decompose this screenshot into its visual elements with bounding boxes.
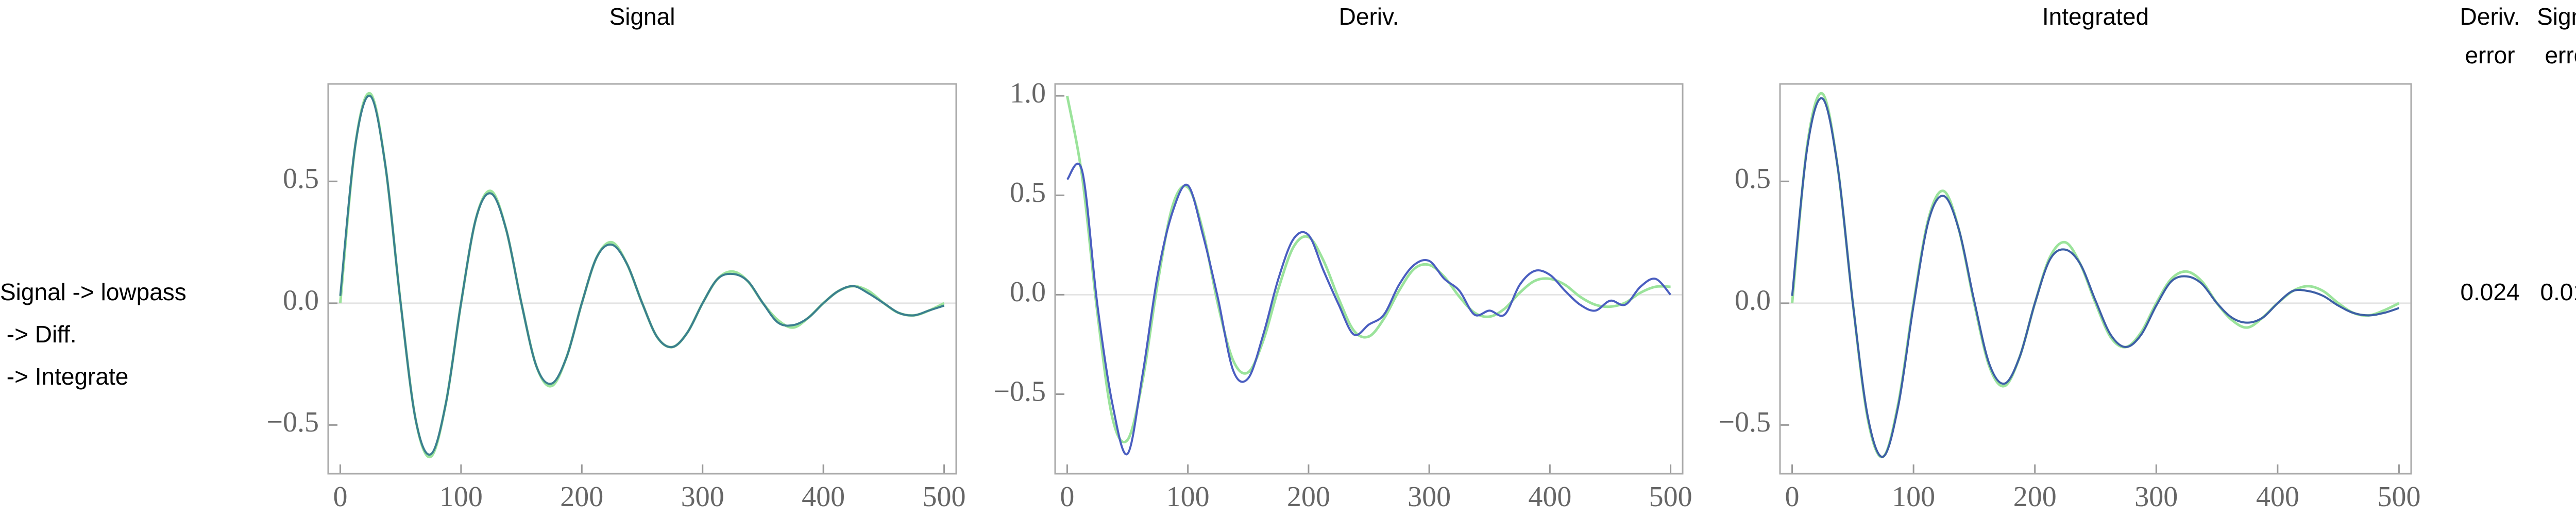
x-tick-label: 0 bbox=[333, 481, 347, 513]
x-tick-label: 100 bbox=[1892, 481, 1935, 513]
column-header: error bbox=[2465, 42, 2515, 68]
error-value: 0.024 bbox=[2460, 279, 2520, 305]
x-tick-label: 500 bbox=[923, 481, 966, 513]
x-tick-label: 300 bbox=[1408, 481, 1451, 513]
column-header: Signal bbox=[2537, 3, 2576, 30]
x-tick-label: 400 bbox=[1528, 481, 1571, 513]
error-value: 0.012 bbox=[2540, 279, 2576, 305]
series-line bbox=[1791, 97, 2400, 458]
chart-title: Signal bbox=[609, 3, 675, 30]
x-tick-label: 100 bbox=[439, 481, 483, 513]
x-tick-label: 500 bbox=[1649, 481, 1692, 513]
plot-frame bbox=[327, 83, 957, 475]
x-tick-label: 300 bbox=[2134, 481, 2178, 513]
x-tick-label: 400 bbox=[802, 481, 845, 513]
y-tick-label: 0.0 bbox=[283, 285, 319, 317]
y-tick-label: 0.0 bbox=[1735, 285, 1771, 317]
y-tick-label: −0.5 bbox=[266, 406, 319, 438]
y-tick-label: 0.0 bbox=[1010, 276, 1046, 308]
x-tick-label: 200 bbox=[2013, 481, 2057, 513]
x-tick-label: 300 bbox=[681, 481, 724, 513]
x-tick-label: 0 bbox=[1785, 481, 1800, 513]
column-header: Deriv. bbox=[2460, 3, 2520, 30]
chart-title: Deriv. bbox=[1339, 3, 1399, 30]
row-label-line: Signal -> lowpass bbox=[0, 279, 187, 305]
x-tick-label: 200 bbox=[1287, 481, 1330, 513]
series-line bbox=[338, 92, 945, 459]
y-tick-label: 1.0 bbox=[1010, 77, 1046, 109]
series-line bbox=[1791, 92, 2400, 459]
plot-frame bbox=[1779, 83, 2412, 475]
y-tick-label: 0.5 bbox=[283, 163, 319, 195]
plot-frame bbox=[1054, 83, 1684, 475]
y-tick-label: 0.5 bbox=[1010, 177, 1046, 209]
x-tick-label: 100 bbox=[1166, 481, 1210, 513]
column-header: error bbox=[2545, 42, 2576, 68]
y-tick-label: −0.5 bbox=[993, 375, 1046, 407]
x-tick-label: 0 bbox=[1060, 481, 1074, 513]
row-label-line: -> Integrate bbox=[0, 363, 129, 390]
row-label-line: -> Diff. bbox=[0, 321, 77, 348]
x-tick-label: 400 bbox=[2256, 481, 2299, 513]
series-line bbox=[1066, 162, 1672, 456]
y-tick-label: −0.5 bbox=[1718, 406, 1771, 438]
x-tick-label: 500 bbox=[2377, 481, 2420, 513]
series-line bbox=[339, 94, 945, 456]
x-tick-label: 200 bbox=[560, 481, 603, 513]
series-line bbox=[1065, 95, 1671, 444]
y-tick-label: 0.5 bbox=[1735, 163, 1771, 195]
chart-title: Integrated bbox=[2042, 3, 2149, 30]
